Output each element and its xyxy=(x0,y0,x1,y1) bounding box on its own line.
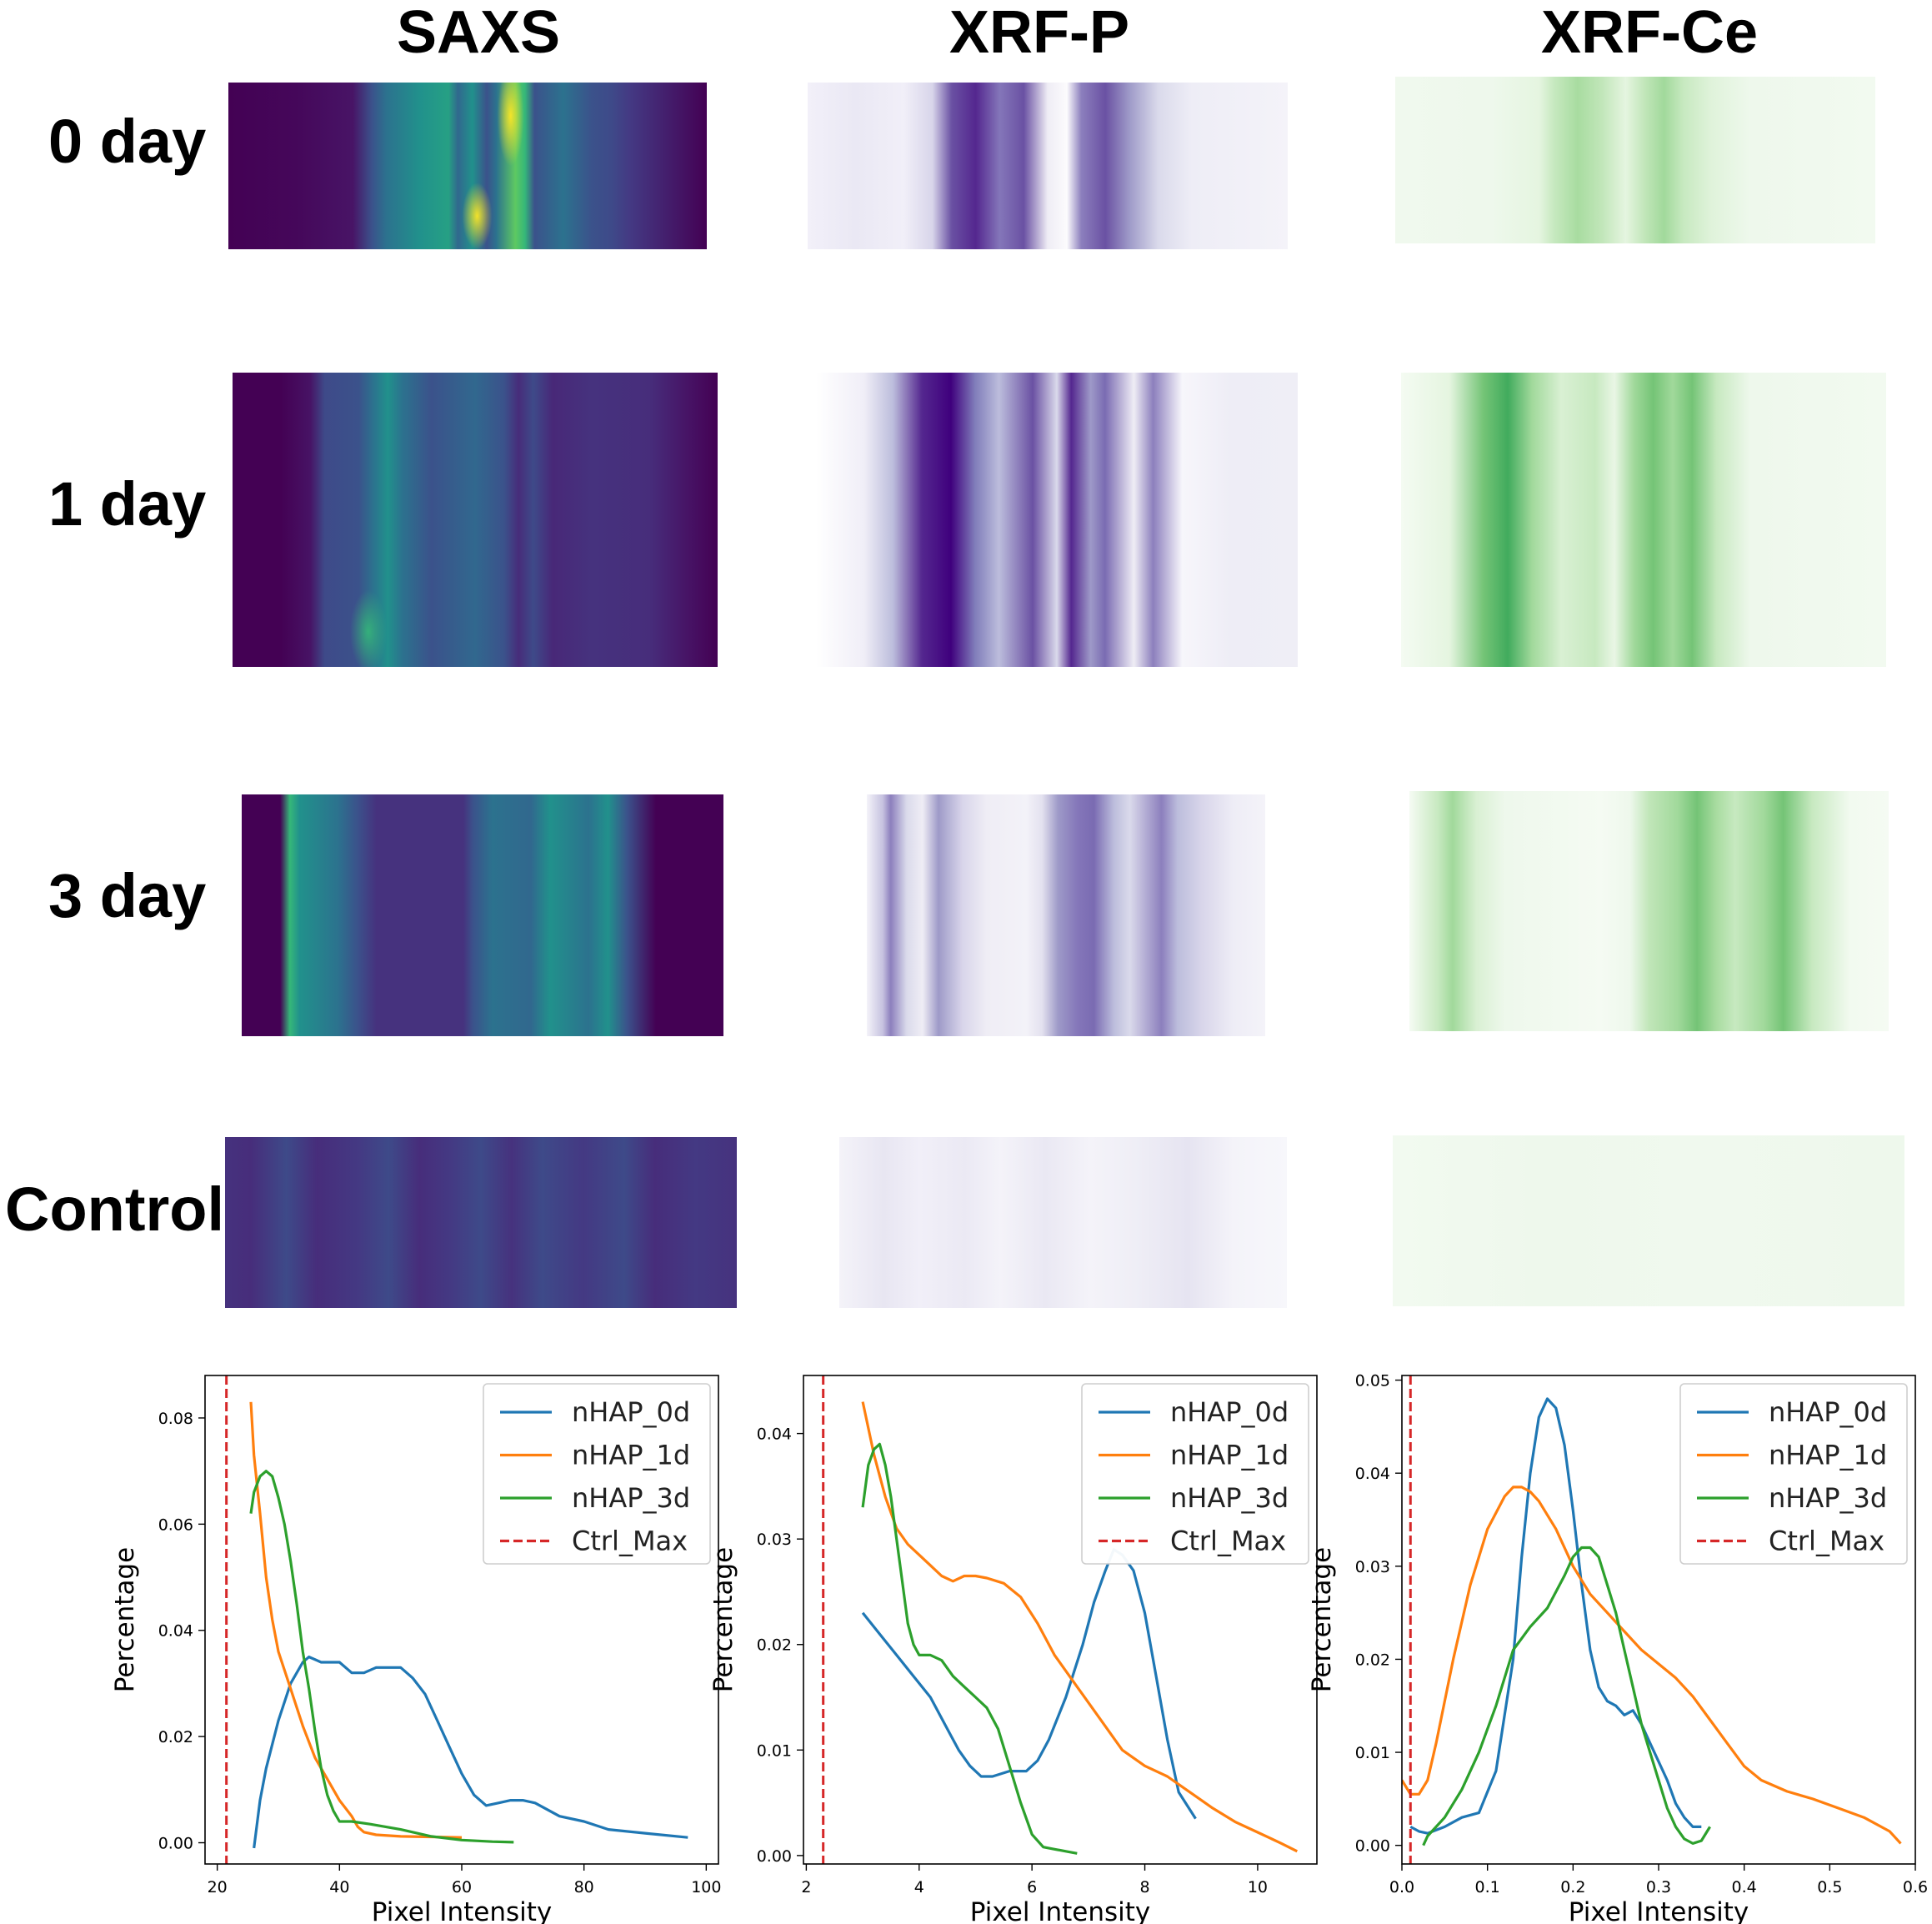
legend-label-nhap-1d: nHAP_1d xyxy=(1170,1440,1289,1471)
legend-label-ctrl-max: Ctrl_Max xyxy=(1170,1526,1286,1557)
xrf-ce-map-0-day xyxy=(1395,77,1875,243)
legend-label-ctrl-max: Ctrl_Max xyxy=(572,1526,688,1557)
saxs-map-control xyxy=(225,1137,737,1308)
series-line-nhap-1d xyxy=(249,1401,463,1839)
xrf-p-map-0-day xyxy=(808,83,1288,249)
x-tick-label: 2 xyxy=(801,1878,811,1896)
saxs-map-1-day xyxy=(233,373,718,667)
y-axis-label: Percentage xyxy=(708,1547,738,1692)
y-tick-label: 0.08 xyxy=(158,1410,193,1428)
xrf-ce-map-1-day xyxy=(1401,373,1886,667)
y-tick-label: 0.01 xyxy=(1355,1744,1390,1762)
series-line-nhap-3d xyxy=(1422,1546,1711,1846)
saxs-map-3-day xyxy=(242,794,723,1036)
legend-label-nhap-1d: nHAP_1d xyxy=(572,1440,690,1471)
chart-xrf-p: 2 4 6 8 10 0.00 0.01 0.02 0.03 0.04 Pixel Intensit… xyxy=(708,1375,1318,1924)
xrf-ce-map-3-day xyxy=(1409,791,1889,1031)
legend-label-ctrl-max: Ctrl_Max xyxy=(1769,1526,1884,1557)
x-tick-label: 20 xyxy=(208,1878,228,1896)
y-tick-label: 0.02 xyxy=(1355,1651,1390,1669)
xrf-p-map-3-day xyxy=(867,794,1265,1036)
chart-xrf-ce: 0.0 0.1 0.2 0.3 0.4 0.5 0.6 0.00 0.01 0.02 0.03 0.0… xyxy=(1307,1372,1928,1924)
series-line-nhap-1d xyxy=(1402,1486,1902,1845)
x-tick-label: 0.4 xyxy=(1732,1878,1757,1896)
row-label-control: Control xyxy=(5,1175,225,1244)
series-line-nhap-0d xyxy=(253,1656,688,1849)
legend: nHAP_0d nHAP_1d nHAP_3d Ctrl_Max xyxy=(1081,1383,1309,1565)
legend-label-nhap-3d: nHAP_3d xyxy=(1769,1482,1887,1514)
series-line-nhap-0d xyxy=(1409,1397,1702,1835)
y-tick-label: 0.03 xyxy=(1355,1558,1390,1576)
row-label-1-day: 1 day xyxy=(48,469,207,539)
x-tick-label: 0.3 xyxy=(1646,1878,1671,1896)
x-axis-label: Pixel Intensity xyxy=(970,1897,1151,1924)
series-line-nhap-3d xyxy=(249,1470,514,1844)
xrf-p-map-control xyxy=(839,1137,1287,1308)
x-tick-label: 4 xyxy=(914,1878,924,1896)
col-title-xrf-ce: XRF-Ce xyxy=(1540,0,1758,66)
y-axis-label: Percentage xyxy=(1307,1547,1337,1692)
x-tick-label: 0.5 xyxy=(1817,1878,1842,1896)
saxs-map-0-day xyxy=(228,83,707,249)
series-line-nhap-3d xyxy=(861,1442,1078,1855)
x-tick-label: 10 xyxy=(1248,1878,1268,1896)
xrf-ce-map-control xyxy=(1393,1135,1904,1306)
series-line-nhap-0d xyxy=(861,1548,1197,1820)
x-tick-label: 0.6 xyxy=(1903,1878,1928,1896)
x-axis-label: Pixel Intensity xyxy=(1569,1897,1749,1924)
legend-label-nhap-3d: nHAP_3d xyxy=(572,1482,690,1514)
col-title-xrf-p: XRF-P xyxy=(949,0,1129,66)
y-tick-label: 0.00 xyxy=(757,1847,792,1866)
legend-label-nhap-0d: nHAP_0d xyxy=(1769,1396,1887,1428)
x-axis-label: Pixel Intensity xyxy=(372,1897,553,1924)
x-tick-label: 40 xyxy=(329,1878,349,1896)
legend: nHAP_0d nHAP_1d nHAP_3d Ctrl_Max xyxy=(483,1383,711,1565)
y-tick-label: 0.03 xyxy=(757,1531,792,1549)
y-tick-label: 0.04 xyxy=(158,1622,193,1641)
x-tick-label: 0.1 xyxy=(1475,1878,1500,1896)
x-tick-label: 80 xyxy=(574,1878,594,1896)
y-tick-label: 0.04 xyxy=(1355,1465,1390,1483)
legend: nHAP_0d nHAP_1d nHAP_3d Ctrl_Max xyxy=(1679,1383,1908,1565)
x-tick-label: 0.2 xyxy=(1560,1878,1585,1896)
legend-label-nhap-0d: nHAP_0d xyxy=(1170,1396,1289,1428)
y-tick-label: 0.00 xyxy=(158,1835,193,1853)
row-label-0-day: 0 day xyxy=(48,107,207,176)
y-tick-label: 0.02 xyxy=(757,1636,792,1655)
y-tick-label: 0.04 xyxy=(757,1425,792,1444)
plot-frame xyxy=(803,1375,1318,1865)
x-tick-label: 8 xyxy=(1139,1878,1149,1896)
legend-label-nhap-3d: nHAP_3d xyxy=(1170,1482,1289,1514)
col-title-saxs: SAXS xyxy=(396,0,561,66)
y-tick-label: 0.02 xyxy=(158,1728,193,1746)
xrf-p-map-1-day xyxy=(816,373,1298,667)
legend-label-nhap-0d: nHAP_0d xyxy=(572,1396,690,1428)
row-label-3-day: 3 day xyxy=(48,861,207,930)
legend-label-nhap-1d: nHAP_1d xyxy=(1769,1440,1887,1471)
x-tick-label: 6 xyxy=(1027,1878,1037,1896)
chart-saxs: 20 40 60 80 100 0.00 0.02 0.04 0.06 0.08 Pixel Int… xyxy=(110,1375,721,1924)
y-tick-label: 0.00 xyxy=(1355,1837,1390,1856)
y-tick-label: 0.06 xyxy=(158,1516,193,1534)
x-tick-label: 60 xyxy=(452,1878,472,1896)
y-tick-label: 0.05 xyxy=(1355,1372,1390,1390)
x-tick-label: 0.0 xyxy=(1389,1878,1414,1896)
y-axis-label: Percentage xyxy=(110,1547,140,1692)
x-tick-label: 100 xyxy=(691,1878,721,1896)
series-line-nhap-1d xyxy=(861,1401,1299,1853)
y-tick-label: 0.01 xyxy=(757,1741,792,1760)
